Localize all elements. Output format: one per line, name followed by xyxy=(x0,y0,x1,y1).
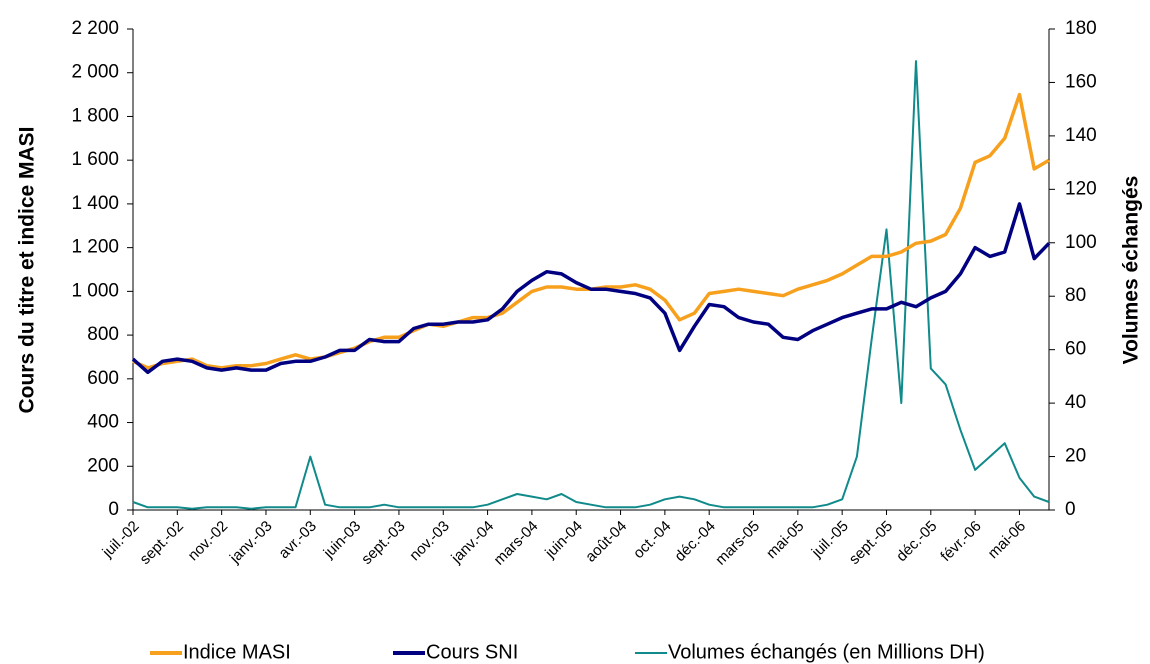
x-tick-label: déc.-05 xyxy=(893,518,940,565)
x-tick-label: août-04 xyxy=(582,518,630,566)
x-tick-label: déc.-04 xyxy=(671,518,718,565)
y2-tick-label: 180 xyxy=(1065,18,1097,39)
y2-tick-label: 80 xyxy=(1065,285,1086,306)
y-tick-label: 1 000 xyxy=(71,280,119,301)
x-tick-label: oct.-04 xyxy=(630,518,674,562)
legend-label: Cours SNI xyxy=(426,641,518,663)
series-line xyxy=(132,60,1050,510)
y2-axis-title: Volumes échangés xyxy=(1120,176,1143,365)
x-tick-label: nov.-03 xyxy=(406,518,453,565)
x-tick-label: sept.-05 xyxy=(846,518,896,568)
y-tick-label: 1 200 xyxy=(71,237,119,258)
y-tick-label: 1 600 xyxy=(71,149,119,170)
y-tick-label: 200 xyxy=(87,455,119,476)
y2-tick-label: 160 xyxy=(1065,71,1097,92)
y2-tick-label: 140 xyxy=(1065,125,1097,146)
y-tick-label: 2 200 xyxy=(71,18,119,39)
y-axis-title: Cours du titre et indice MASI xyxy=(16,126,39,413)
y-tick-label: 2 000 xyxy=(71,62,119,83)
y2-tick-label: 0 xyxy=(1065,499,1076,520)
series-line xyxy=(132,92,1050,370)
x-tick-label: janv.-04 xyxy=(448,518,498,568)
y2-tick-label: 20 xyxy=(1065,446,1086,467)
x-tick-label: sept.-03 xyxy=(358,518,408,568)
series-line xyxy=(131,202,1051,375)
x-tick-label: juil.-02 xyxy=(99,518,143,562)
x-tick-label: mai-06 xyxy=(985,518,1029,562)
y2-tick-label: 120 xyxy=(1065,178,1097,199)
y2-tick-label: 60 xyxy=(1065,339,1086,360)
x-tick-label: mars-04 xyxy=(491,518,542,569)
y2-tick-label: 100 xyxy=(1065,232,1097,253)
x-tick-label: nov.-02 xyxy=(185,518,232,565)
legend-label: Indice MASI xyxy=(183,641,291,663)
x-tick-label: juin-04 xyxy=(541,518,586,563)
legend-label: Volumes échangés (en Millions DH) xyxy=(668,641,985,663)
y-tick-label: 400 xyxy=(87,412,119,433)
y-tick-label: 1 800 xyxy=(71,105,119,126)
y-tick-label: 0 xyxy=(108,499,119,520)
x-tick-label: juil.-05 xyxy=(808,518,852,562)
x-tick-label: mars-05 xyxy=(712,518,763,569)
y-tick-label: 600 xyxy=(87,368,119,389)
x-tick-label: sept.-02 xyxy=(137,518,187,568)
x-tick-label: janv.-03 xyxy=(226,518,276,568)
x-tick-label: mai-05 xyxy=(763,518,807,562)
x-tick-label: févr.-06 xyxy=(937,518,984,565)
y-tick-label: 800 xyxy=(87,324,119,345)
y2-tick-label: 40 xyxy=(1065,392,1086,413)
y-tick-label: 1 400 xyxy=(71,193,119,214)
x-tick-label: avr.-03 xyxy=(275,518,319,562)
